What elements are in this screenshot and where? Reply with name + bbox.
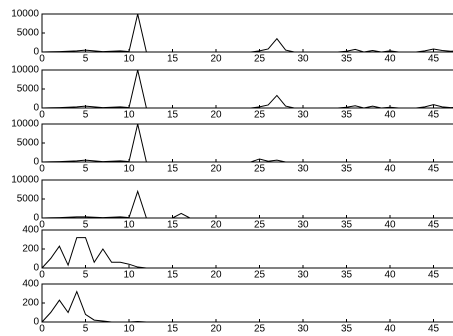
x-tick-label: 30 [297, 220, 309, 231]
axes-box [41, 283, 453, 323]
x-tick-label: 45 [428, 270, 440, 281]
axes-box [41, 69, 453, 109]
y-tick-label: 400 [22, 225, 39, 236]
x-tick-label: 0 [39, 164, 45, 175]
x-tick-label: 40 [384, 164, 396, 175]
data-line [41, 237, 453, 269]
x-tick-label: 10 [123, 324, 135, 335]
x-tick-label: 40 [384, 110, 396, 121]
x-tick-label: 15 [167, 270, 179, 281]
x-tick-label: 5 [83, 54, 89, 65]
y-tick-label: 0 [33, 47, 39, 58]
x-tick-label: 40 [384, 220, 396, 231]
x-tick-label: 15 [167, 164, 179, 175]
x-tick-label: 15 [167, 220, 179, 231]
axes-box [41, 123, 453, 163]
x-tick-label: 15 [167, 54, 179, 65]
x-tick-label: 15 [167, 110, 179, 121]
x-tick-label: 0 [39, 220, 45, 231]
x-tick-label: 25 [254, 270, 266, 281]
y-tick-label: 0 [33, 157, 39, 168]
x-tick-label: 30 [297, 324, 309, 335]
x-tick-label: 20 [210, 324, 222, 335]
data-line [41, 290, 453, 323]
x-tick-label: 25 [254, 220, 266, 231]
y-tick-label: 0 [33, 103, 39, 114]
y-tick-label: 10000 [11, 175, 39, 186]
x-tick-label: 40 [384, 54, 396, 65]
x-tick-label: 25 [254, 110, 266, 121]
x-tick-label: 25 [254, 54, 266, 65]
x-tick-label: 40 [384, 270, 396, 281]
x-tick-label: 0 [39, 110, 45, 121]
x-tick-label: 5 [83, 270, 89, 281]
axes-box [41, 229, 453, 269]
x-tick-label: 0 [39, 54, 45, 65]
y-tick-label: 5000 [17, 194, 40, 205]
x-tick-label: 20 [210, 220, 222, 231]
x-tick-label: 10 [123, 54, 135, 65]
x-tick-label: 0 [39, 270, 45, 281]
x-tick-label: 0 [39, 324, 45, 335]
x-tick-label: 35 [341, 54, 353, 65]
x-tick-label: 10 [123, 164, 135, 175]
y-tick-label: 0 [33, 263, 39, 274]
x-tick-label: 30 [297, 270, 309, 281]
x-tick-label: 5 [83, 324, 89, 335]
data-line [41, 69, 453, 109]
y-tick-label: 0 [33, 317, 39, 328]
data-line [41, 189, 453, 219]
x-tick-label: 35 [341, 164, 353, 175]
x-tick-label: 35 [341, 270, 353, 281]
x-tick-label: 10 [123, 110, 135, 121]
axes-box [41, 13, 453, 53]
x-tick-label: 20 [210, 110, 222, 121]
x-tick-label: 40 [384, 324, 396, 335]
x-tick-label: 35 [341, 220, 353, 231]
x-tick-label: 45 [428, 220, 440, 231]
x-tick-label: 10 [123, 220, 135, 231]
x-tick-label: 20 [210, 54, 222, 65]
y-tick-label: 0 [33, 213, 39, 224]
y-tick-label: 200 [22, 298, 39, 309]
x-tick-label: 5 [83, 110, 89, 121]
x-tick-label: 45 [428, 324, 440, 335]
x-tick-label: 45 [428, 110, 440, 121]
x-tick-label: 30 [297, 110, 309, 121]
y-tick-label: 10000 [11, 65, 39, 76]
data-line [41, 123, 453, 163]
x-tick-label: 35 [341, 324, 353, 335]
y-tick-label: 400 [22, 279, 39, 290]
y-tick-label: 10000 [11, 9, 39, 20]
y-tick-label: 5000 [17, 138, 40, 149]
x-tick-label: 15 [167, 324, 179, 335]
x-tick-label: 25 [254, 324, 266, 335]
x-tick-label: 30 [297, 54, 309, 65]
x-tick-label: 30 [297, 164, 309, 175]
x-tick-label: 10 [123, 270, 135, 281]
x-tick-label: 35 [341, 110, 353, 121]
x-tick-label: 5 [83, 164, 89, 175]
axes-box [41, 179, 453, 219]
x-tick-label: 45 [428, 164, 440, 175]
x-tick-label: 25 [254, 164, 266, 175]
x-tick-label: 5 [83, 220, 89, 231]
x-tick-label: 20 [210, 164, 222, 175]
y-tick-label: 5000 [17, 28, 40, 39]
y-tick-label: 10000 [11, 119, 39, 130]
x-tick-label: 45 [428, 54, 440, 65]
y-tick-label: 5000 [17, 84, 40, 95]
x-tick-label: 20 [210, 270, 222, 281]
y-tick-label: 200 [22, 244, 39, 255]
data-line [41, 13, 453, 53]
